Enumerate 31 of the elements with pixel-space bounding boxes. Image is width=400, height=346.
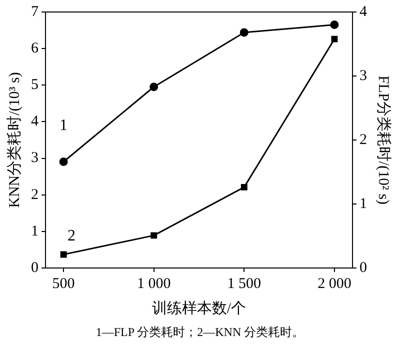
point [60,251,67,258]
y2-tick-label: 4 [360,4,368,20]
y-tick-label: 6 [31,40,39,57]
y-tick-label: 3 [31,150,38,166]
x-axis-title: 训练样本数/个 [152,300,246,317]
text: 1—FLP 分类耗时；2—KNN 分类耗时。 [94,324,306,341]
x-tick-label: 1 000 [136,276,171,292]
y2-tick-label: 0 [360,260,367,276]
y-tick-label: 4 [31,114,39,130]
y2-axis-title: FLP分类耗时/(10² s) [375,75,392,205]
point [330,20,339,30]
x-tick-label: 500 [52,276,75,292]
point [240,28,248,37]
y2-tick-label: 1 [360,196,367,212]
y2-tick-label: 2 [360,132,367,148]
series-label: 2 [68,228,76,245]
series-label: 1 [60,116,68,134]
y-tick-label: 2 [31,186,38,203]
point [59,158,68,166]
x-tick-label: 1 500 [227,276,262,292]
point [150,232,158,239]
y-tick-label: 1 [31,223,38,240]
y-tick-label: 0 [31,260,38,276]
y-axis-title: KNN分类耗时/(10³ s) [6,72,23,208]
x-tick-label: 2 000 [318,276,352,292]
y-tick-label: 5 [31,77,38,94]
y2-tick-label: 3 [360,68,367,84]
point [240,184,248,190]
y-tick-label: 7 [31,4,39,20]
point [331,36,338,42]
point [150,82,158,92]
